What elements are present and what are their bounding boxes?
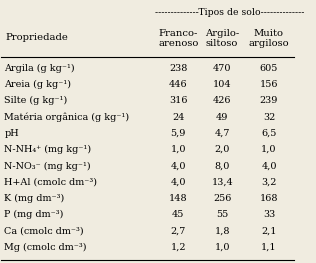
Text: 148: 148 <box>169 194 188 203</box>
Text: 446: 446 <box>169 80 188 89</box>
Text: 4,0: 4,0 <box>171 161 186 170</box>
Text: 156: 156 <box>260 80 278 89</box>
Text: 1,0: 1,0 <box>261 145 277 154</box>
Text: Muito
argiloso: Muito argiloso <box>249 29 289 48</box>
Text: Propriedade: Propriedade <box>6 33 69 42</box>
Text: P (mg dm⁻³): P (mg dm⁻³) <box>4 210 64 219</box>
Text: Ca (cmolᴄ dm⁻³): Ca (cmolᴄ dm⁻³) <box>4 226 84 235</box>
Text: 4,0: 4,0 <box>261 161 277 170</box>
Text: 256: 256 <box>213 194 231 203</box>
Text: 5,9: 5,9 <box>171 129 186 138</box>
Text: 3,2: 3,2 <box>261 178 276 187</box>
Text: 4,0: 4,0 <box>171 178 186 187</box>
Text: 104: 104 <box>213 80 232 89</box>
Text: 4,7: 4,7 <box>215 129 230 138</box>
Text: 6,5: 6,5 <box>261 129 276 138</box>
Text: H+Al (cmolᴄ dm⁻³): H+Al (cmolᴄ dm⁻³) <box>4 178 97 187</box>
Text: Argila (g kg⁻¹): Argila (g kg⁻¹) <box>4 64 75 73</box>
Text: 8,0: 8,0 <box>215 161 230 170</box>
Text: N-NO₃⁻ (mg kg⁻¹): N-NO₃⁻ (mg kg⁻¹) <box>4 161 91 170</box>
Text: 45: 45 <box>172 210 185 219</box>
Text: 33: 33 <box>263 210 275 219</box>
Text: K (mg dm⁻³): K (mg dm⁻³) <box>4 194 64 203</box>
Text: 470: 470 <box>213 64 231 73</box>
Text: Areia (g kg⁻¹): Areia (g kg⁻¹) <box>4 80 71 89</box>
Text: Argilo-
siltoso: Argilo- siltoso <box>205 29 239 48</box>
Text: 316: 316 <box>169 96 188 105</box>
Text: 1,0: 1,0 <box>215 243 230 252</box>
Text: 239: 239 <box>260 96 278 105</box>
Text: 1,2: 1,2 <box>171 243 186 252</box>
Text: pH: pH <box>4 129 19 138</box>
Text: 13,4: 13,4 <box>211 178 233 187</box>
Text: Franco-
arenoso: Franco- arenoso <box>158 29 198 48</box>
Text: 2,1: 2,1 <box>261 226 277 235</box>
Text: 55: 55 <box>216 210 228 219</box>
Text: Matéria orgânica (g kg⁻¹): Matéria orgânica (g kg⁻¹) <box>4 113 130 122</box>
Text: 2,0: 2,0 <box>215 145 230 154</box>
Text: N-NH₄⁺ (mg kg⁻¹): N-NH₄⁺ (mg kg⁻¹) <box>4 145 91 154</box>
Text: 605: 605 <box>260 64 278 73</box>
Text: 1,1: 1,1 <box>261 243 277 252</box>
Text: 2,7: 2,7 <box>171 226 186 235</box>
Text: Mg (cmolᴄ dm⁻³): Mg (cmolᴄ dm⁻³) <box>4 243 87 252</box>
Text: 32: 32 <box>263 113 275 122</box>
Text: Silte (g kg⁻¹): Silte (g kg⁻¹) <box>4 96 68 105</box>
Text: 238: 238 <box>169 64 187 73</box>
Text: 168: 168 <box>260 194 278 203</box>
Text: 49: 49 <box>216 113 228 122</box>
Text: 1,8: 1,8 <box>215 226 230 235</box>
Text: --------------Tipos de solo--------------: --------------Tipos de solo-------------… <box>155 8 304 17</box>
Text: 24: 24 <box>172 113 185 122</box>
Text: 426: 426 <box>213 96 231 105</box>
Text: 1,0: 1,0 <box>171 145 186 154</box>
